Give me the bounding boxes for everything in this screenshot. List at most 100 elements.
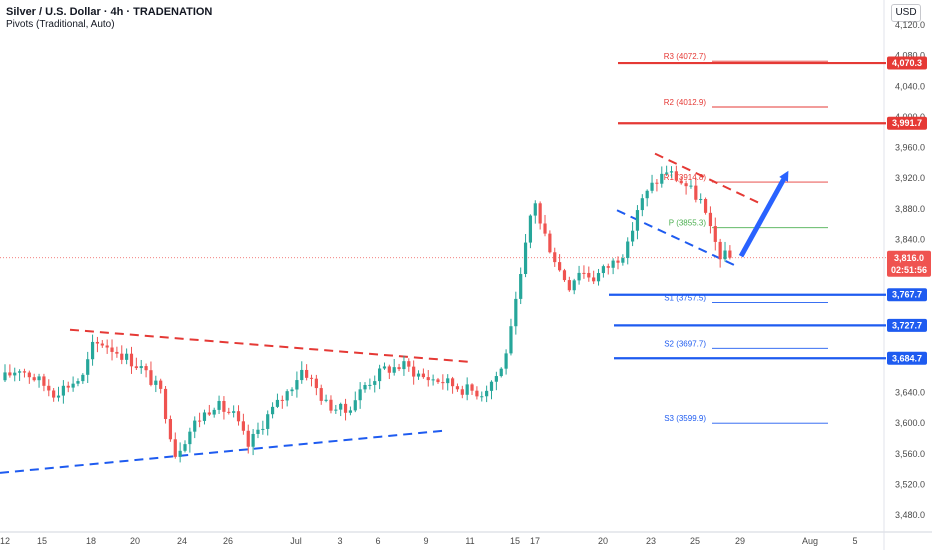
candle-body <box>105 345 109 348</box>
y-tick-label: 4,040.0 <box>895 81 925 91</box>
candle-body <box>387 366 391 373</box>
candle-body <box>343 403 348 413</box>
y-tick-label: 3,480.0 <box>895 510 925 520</box>
pivot-label-s3: S3 (3599.9) <box>664 414 706 423</box>
candle-body <box>728 250 732 258</box>
candle-body <box>689 185 693 187</box>
current-price-label: 3,816.0 <box>894 253 924 263</box>
candle-body <box>703 198 708 213</box>
candle-body <box>382 366 387 369</box>
candle-body <box>324 399 328 401</box>
candle-body <box>630 230 635 242</box>
pivot-label-r1: R1 (3914.8) <box>664 173 707 182</box>
candle-body <box>163 388 168 420</box>
candle-body <box>378 368 382 382</box>
y-tick-label: 3,640.0 <box>895 388 925 398</box>
x-tick-label: 26 <box>223 536 233 546</box>
candle-body <box>17 371 22 373</box>
pivot-label-s1: S1 (3757.5) <box>664 294 706 303</box>
candle-body <box>407 361 411 367</box>
candle-body <box>421 373 425 378</box>
candle-body <box>533 203 537 216</box>
candle-body <box>120 353 124 360</box>
candle-body <box>426 377 430 381</box>
candle-body <box>475 390 479 397</box>
pivot-label-r3: R3 (4072.7) <box>664 52 707 61</box>
candle-body <box>460 389 464 395</box>
x-tick-label: Jul <box>290 536 302 546</box>
candle-body <box>295 380 299 390</box>
candle-body <box>47 385 51 391</box>
candle-body <box>713 226 717 242</box>
pivot-label-s2: S2 (3697.7) <box>664 339 706 348</box>
bar-countdown-label: 02:51:56 <box>891 265 927 275</box>
trendline-flag-top <box>654 152 761 205</box>
candle-body <box>470 384 474 391</box>
currency-button[interactable]: USD <box>891 4 921 22</box>
candle-body <box>640 198 644 211</box>
candle-body <box>154 380 158 385</box>
candle-body <box>90 341 95 360</box>
candle-body <box>368 384 372 386</box>
candle-body <box>202 412 207 421</box>
candle-body <box>645 190 649 199</box>
candle-body <box>528 215 533 243</box>
candle-body <box>519 274 523 299</box>
candle-body <box>125 353 129 360</box>
candle-body <box>222 400 226 412</box>
price-badge <box>887 116 927 130</box>
price-badge-label: 3,991.7 <box>892 118 922 128</box>
candle-body <box>567 280 571 291</box>
candle-body <box>373 381 377 385</box>
candle-body <box>290 389 294 392</box>
x-tick-label: 29 <box>735 536 745 546</box>
candle-body <box>270 406 275 415</box>
candle-body <box>358 389 362 401</box>
pivot-label-r2: R2 (4012.9) <box>664 98 707 107</box>
candle-body <box>22 371 27 373</box>
price-badge <box>887 318 927 332</box>
candle-body <box>173 439 177 457</box>
candle-body <box>650 182 654 191</box>
y-tick-label: 4,120.0 <box>895 20 925 30</box>
indicator-label: Pivots (Traditional, Auto) <box>6 19 115 30</box>
projection-arrow <box>738 170 789 258</box>
candle-body <box>499 368 503 377</box>
candle-body <box>110 347 114 352</box>
x-tick-label: 20 <box>598 536 608 546</box>
candle-body <box>694 185 698 200</box>
candle-body <box>621 258 625 263</box>
candle-body <box>236 411 241 422</box>
candle-body <box>708 212 713 227</box>
price-badges: 4,070.3 3,991.7 3,767.7 3,727.7 3,684.7 3,816… <box>887 56 931 365</box>
candle-body <box>285 391 289 401</box>
candle-body <box>86 359 90 375</box>
x-tick-label: 11 <box>465 536 474 546</box>
candle-body <box>455 386 460 390</box>
candle-body <box>56 395 61 398</box>
price-badge-label: 3,767.7 <box>892 290 922 300</box>
candle-body <box>538 203 542 224</box>
x-tick-label: 15 <box>37 536 47 546</box>
candle-body <box>188 431 192 445</box>
candle-body <box>232 411 236 413</box>
current-price-badge <box>887 250 931 277</box>
price-badge <box>887 56 927 70</box>
candle-body <box>616 260 620 263</box>
candle-body <box>523 242 528 275</box>
candle-body <box>144 366 148 371</box>
candle-body <box>450 378 455 387</box>
y-tick-label: 3,840.0 <box>895 234 925 244</box>
candle-body <box>660 173 664 184</box>
candle-body <box>178 450 182 457</box>
candle-body <box>275 399 280 407</box>
price-badge <box>887 351 927 365</box>
candle-body <box>572 280 576 291</box>
candle-body <box>655 182 659 184</box>
candle-body <box>241 421 245 431</box>
candle-body <box>159 380 163 389</box>
candle-body <box>81 374 85 382</box>
x-tick-label: 6 <box>375 536 380 546</box>
candle-body <box>718 241 722 260</box>
